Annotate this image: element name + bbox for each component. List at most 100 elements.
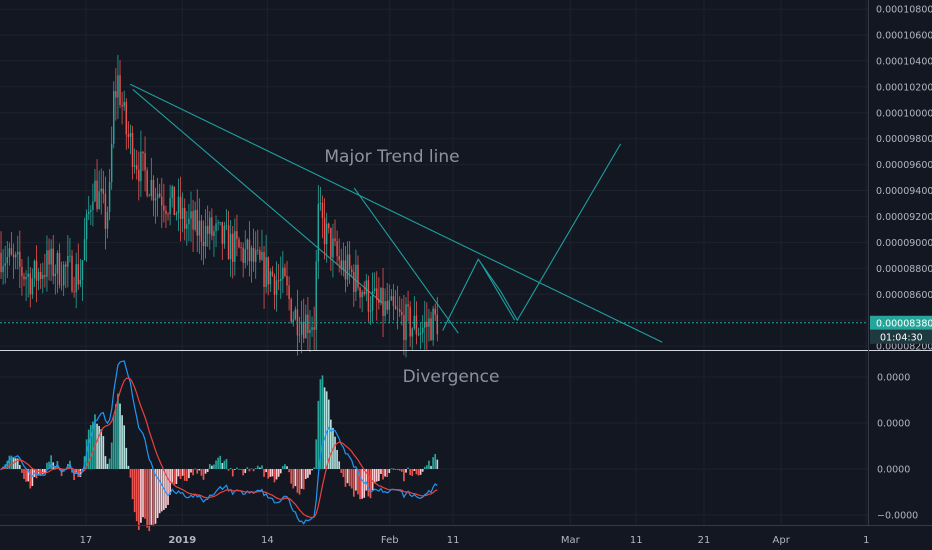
price-tick: 0.00008200 <box>876 342 932 353</box>
trend-label: Major Trend line <box>324 147 459 167</box>
time-tick: 17 <box>80 535 93 546</box>
candle <box>323 198 326 260</box>
trend-line[interactable] <box>353 187 459 334</box>
candle <box>146 167 148 198</box>
projection-path[interactable] <box>481 264 516 321</box>
histogram-bar <box>21 469 23 473</box>
candle <box>277 264 280 290</box>
projection-path[interactable] <box>442 143 622 331</box>
candle <box>173 186 176 216</box>
candle <box>288 276 290 311</box>
histogram-bar <box>27 469 30 482</box>
candle <box>419 322 422 350</box>
candle <box>413 296 416 331</box>
current-price-value: 0.00008380 <box>876 318 932 329</box>
candle <box>73 276 75 298</box>
candle <box>250 245 253 283</box>
candle <box>403 294 405 356</box>
histogram-bar <box>23 469 25 480</box>
candle <box>200 215 203 261</box>
candle <box>46 235 48 292</box>
candle <box>23 272 25 287</box>
histogram-bar <box>413 469 416 471</box>
histogram-bar <box>300 469 303 489</box>
candle <box>371 272 374 322</box>
histogram-bar <box>108 458 111 469</box>
candle <box>261 229 263 262</box>
histogram-bar <box>213 464 215 469</box>
candle <box>104 176 107 250</box>
candle <box>39 263 42 289</box>
candle <box>186 211 188 246</box>
histogram-bar <box>279 469 282 474</box>
divergence-label: Divergence <box>403 367 500 387</box>
histogram-bar <box>330 419 332 469</box>
candle <box>75 252 77 309</box>
candle <box>394 289 397 310</box>
time-tick: 14 <box>261 535 274 546</box>
histogram-bar <box>365 469 368 491</box>
histogram-bar <box>31 469 34 486</box>
candle <box>138 151 140 201</box>
time-axis[interactable]: 17 2019 14 Feb 11 Mar 11 21 Apr 1 <box>80 535 870 546</box>
candle <box>227 210 230 260</box>
price-tick: 0.00009000 <box>876 238 932 249</box>
candle <box>65 261 67 289</box>
histogram-bar <box>392 468 395 470</box>
bar-countdown: 01:04:30 <box>880 332 923 343</box>
candle <box>242 242 244 278</box>
candle <box>436 296 439 342</box>
candle <box>213 225 215 257</box>
price-tick: 0.00008800 <box>876 264 932 275</box>
price-tick: 0.00009400 <box>876 186 932 197</box>
candle <box>305 304 307 339</box>
time-tick: Apr <box>773 535 791 546</box>
histogram-bar <box>309 469 311 475</box>
candle <box>150 157 153 201</box>
histogram-bar <box>388 469 391 474</box>
candle <box>17 235 19 270</box>
histogram-bar <box>359 469 361 500</box>
candle <box>29 267 31 308</box>
histogram-bar <box>177 469 180 477</box>
histogram-bar <box>181 469 184 476</box>
candle <box>248 221 251 277</box>
histogram-bar <box>357 469 359 495</box>
histogram-bar <box>229 467 232 469</box>
candle <box>121 92 123 125</box>
candle <box>81 260 84 302</box>
histogram-bar <box>275 469 278 480</box>
histogram-bar <box>386 469 389 478</box>
histogram-bar <box>434 453 437 469</box>
trend-line[interactable] <box>129 83 663 343</box>
price-tick: 0.00009200 <box>876 212 932 223</box>
time-tick: 21 <box>698 535 711 546</box>
candle <box>426 302 428 350</box>
indicator-axis[interactable]: 0.0000 0.0000 0.0000 −0.0000 <box>877 373 918 522</box>
candle <box>325 212 328 263</box>
histogram-bar <box>121 415 123 469</box>
candle <box>359 286 361 309</box>
candle <box>340 248 343 276</box>
histogram-bar <box>277 469 280 477</box>
histogram-bar <box>96 423 98 469</box>
candle <box>286 260 288 296</box>
histogram-bar <box>10 455 13 469</box>
histogram-bar <box>240 469 242 470</box>
candle <box>96 159 98 213</box>
histogram-bar <box>304 469 307 479</box>
histogram-bar <box>215 460 217 469</box>
histogram-bar <box>334 436 336 469</box>
histogram-bar <box>373 469 376 483</box>
candle <box>117 54 119 119</box>
candle <box>56 250 59 293</box>
histogram-bar <box>267 469 270 479</box>
histogram-bar <box>79 469 82 477</box>
candle <box>275 261 278 312</box>
candle <box>401 298 403 326</box>
histogram-bar <box>259 467 261 469</box>
candle <box>280 256 282 299</box>
histogram-bar <box>211 465 213 469</box>
candle <box>62 261 65 297</box>
histogram-bar <box>106 463 109 469</box>
